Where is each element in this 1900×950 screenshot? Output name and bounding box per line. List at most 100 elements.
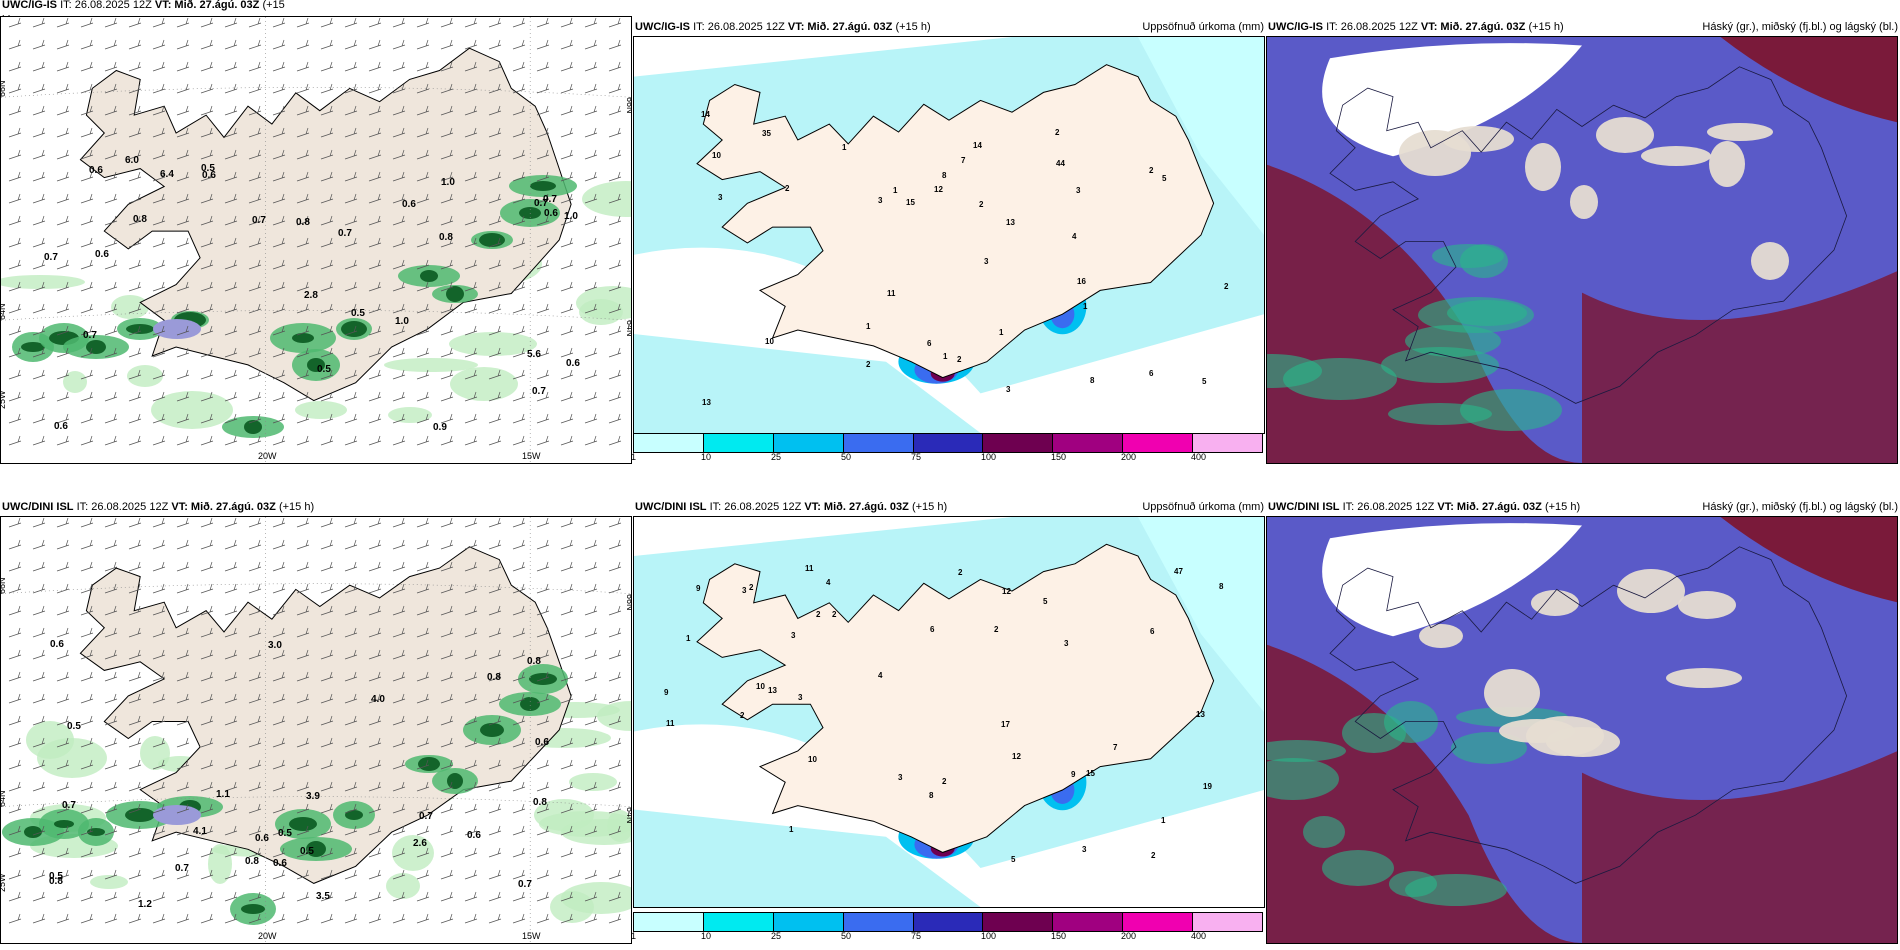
wind-barb: [80, 649, 94, 660]
legend-color-swatch: [1053, 434, 1124, 452]
wind-barb: [488, 237, 502, 248]
wind-barb: [32, 561, 46, 572]
value-label: 6.4: [160, 169, 174, 180]
wind-barb: [560, 237, 574, 248]
wind-barb: [440, 715, 454, 726]
wind-barb: [8, 39, 22, 50]
wind-barb: [224, 693, 238, 704]
wind-barb: [416, 171, 430, 182]
wind-barb: [512, 149, 526, 160]
wind-barb: [272, 127, 286, 138]
value-label: 2: [749, 583, 754, 592]
value-label: 0.5: [278, 828, 292, 839]
precip-core-dark: [86, 340, 106, 354]
value-label: 1: [1083, 302, 1088, 311]
wind-barb: [272, 561, 286, 572]
wind-barb: [248, 781, 262, 792]
wind-barb: [560, 649, 574, 660]
wind-barb: [560, 303, 574, 314]
legend-tick-label: 150: [1051, 452, 1067, 462]
cloud-layers: [1267, 517, 1897, 943]
wind-barb: [176, 627, 190, 638]
wind-barb: [272, 847, 286, 858]
value-label: 0.7: [252, 215, 266, 226]
wind-barb: [488, 193, 502, 204]
legend-tick-label: 10: [700, 452, 711, 462]
wind-barb: [320, 391, 334, 402]
wind-barb: [224, 847, 238, 858]
wind-barb: [152, 671, 166, 682]
wind-barb: [368, 913, 382, 924]
wind-barb: [608, 869, 622, 880]
wind-barb: [368, 583, 382, 594]
wind-barb: [320, 737, 334, 748]
wind-barb: [80, 369, 94, 380]
wind-barb: [32, 347, 46, 358]
wind-barb: [416, 539, 430, 550]
wind-barb: [176, 193, 190, 204]
high-cloud-area: [1484, 669, 1540, 717]
wind-barb: [536, 583, 550, 594]
precip-core-dark: [446, 286, 464, 302]
wind-barb: [104, 435, 118, 446]
wind-barb: [80, 671, 94, 682]
wind-barb: [224, 825, 238, 836]
high-cloud-area: [1596, 117, 1654, 153]
value-label: 2: [1149, 166, 1154, 175]
wind-barb: [344, 369, 358, 380]
legend-color-swatch: [913, 913, 984, 931]
wind-barb: [104, 259, 118, 270]
wind-barb: [8, 803, 22, 814]
wind-barb: [392, 649, 406, 660]
wind-barb: [488, 803, 502, 814]
legend-color-bar: [633, 433, 1263, 453]
wind-barb: [272, 737, 286, 748]
wind-barb: [32, 325, 46, 336]
wind-barb: [8, 281, 22, 292]
precip-core-dark: [520, 697, 540, 711]
wind-barb: [104, 781, 118, 792]
wind-barb: [440, 781, 454, 792]
high-cloud-area: [1617, 569, 1685, 613]
wind-barb: [320, 325, 334, 336]
legend-tick-label: 75: [910, 931, 921, 941]
wind-barb: [80, 391, 94, 402]
wind-barb: [104, 561, 118, 572]
wind-barb: [8, 671, 22, 682]
iceland-coastline: [1329, 66, 1848, 404]
wind-barb: [560, 391, 574, 402]
value-label: 5: [1043, 597, 1048, 606]
wind-barb: [224, 781, 238, 792]
parallel: [1, 583, 631, 594]
wind-barb: [32, 671, 46, 682]
wind-barb: [56, 561, 70, 572]
wind-barb: [176, 259, 190, 270]
value-label: 1.2: [138, 899, 152, 910]
wind-barb: [128, 825, 142, 836]
light-precip-area: [1138, 37, 1264, 235]
wind-barb: [512, 127, 526, 138]
wind-barb: [128, 435, 142, 446]
wind-barb: [464, 237, 478, 248]
wind-barb: [128, 759, 142, 770]
value-label: 0.7: [338, 228, 352, 239]
wind-barb: [80, 847, 94, 858]
panel-header: UWC/DINI ISL IT: 26.08.2025 12Z VT: Mið.…: [0, 498, 633, 516]
wind-barb: [512, 561, 526, 572]
wind-barb: [176, 847, 190, 858]
value-label: 3: [984, 257, 989, 266]
parallel: [1, 309, 631, 321]
wind-barb: [368, 517, 382, 528]
wind-barb: [56, 105, 70, 116]
wind-barb: [8, 715, 22, 726]
wind-barb: [56, 171, 70, 182]
value-label: 1: [999, 328, 1004, 337]
wind-barb: [56, 517, 70, 528]
wind-barb: [272, 869, 286, 880]
wind-barb: [488, 369, 502, 380]
legend-color-bar: [633, 912, 1263, 932]
wind-barb: [80, 303, 94, 314]
wind-barb: [608, 583, 622, 594]
wind-barb: [176, 347, 190, 358]
wind-barb: [296, 83, 310, 94]
